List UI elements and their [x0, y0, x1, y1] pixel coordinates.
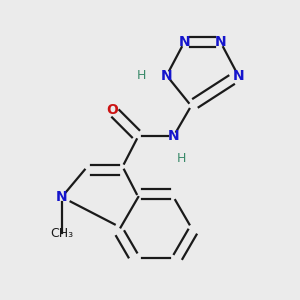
Text: O: O — [106, 103, 118, 117]
Text: N: N — [161, 68, 172, 83]
Text: H: H — [177, 152, 186, 165]
Text: H: H — [136, 69, 146, 82]
Text: N: N — [168, 129, 179, 143]
Text: N: N — [56, 190, 68, 204]
Text: N: N — [215, 35, 226, 49]
Text: N: N — [178, 35, 190, 49]
Text: CH₃: CH₃ — [50, 227, 74, 240]
Text: N: N — [232, 68, 244, 83]
